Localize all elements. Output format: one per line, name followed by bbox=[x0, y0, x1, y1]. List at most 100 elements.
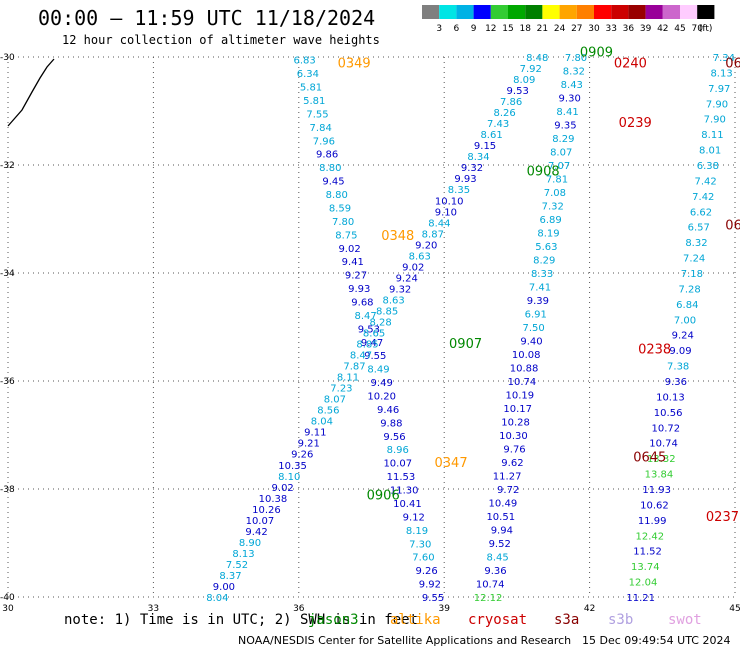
wave-height-value: 9.32 bbox=[389, 284, 411, 295]
wave-height-value: 8.32 bbox=[685, 238, 707, 249]
color-bin-label: 33 bbox=[605, 24, 616, 34]
pass-time-label: 0349 bbox=[338, 56, 371, 71]
wave-height-value: 9.55 bbox=[422, 593, 444, 604]
color-bin bbox=[439, 5, 457, 19]
wave-height-value: 9.47 bbox=[361, 338, 383, 349]
wave-height-value: 10.07 bbox=[383, 459, 412, 470]
pass-time-label: 0909 bbox=[580, 46, 613, 61]
wave-height-value: 7.30 bbox=[409, 539, 431, 550]
generation-timestamp: 15 Dec 09:49:54 UTC 2024 bbox=[582, 634, 731, 647]
lat-tick-label: -40 bbox=[0, 593, 15, 603]
wave-height-value: 9.24 bbox=[396, 273, 418, 284]
color-bin-label: 6 bbox=[454, 24, 460, 34]
pass-labels: 0349 0348 0347 0909 0908 0907 0906 0240 0239 0238… bbox=[338, 46, 740, 525]
color-bin bbox=[680, 5, 698, 19]
wave-height-value: 8.10 bbox=[278, 472, 300, 483]
wave-height-value: 10.56 bbox=[654, 408, 683, 419]
wave-height-value: 10.08 bbox=[512, 350, 541, 361]
wave-height-value: 7.80 bbox=[565, 53, 587, 64]
wave-height-value: 8.29 bbox=[552, 134, 574, 145]
wave-height-value: 8.56 bbox=[317, 406, 339, 417]
wave-height-value: 10.35 bbox=[278, 461, 307, 472]
wave-height-value: 8.47 bbox=[355, 311, 377, 322]
wave-height-value: 10.10 bbox=[435, 196, 464, 207]
wave-height-value: 9.53 bbox=[507, 86, 529, 97]
wave-height-value: 11.21 bbox=[626, 593, 655, 604]
wave-height-value: 7.90 bbox=[706, 99, 728, 110]
wave-height-value: 8.80 bbox=[326, 190, 348, 201]
wave-height-value: 7.34 bbox=[713, 53, 735, 64]
wave-height-value: 9.26 bbox=[416, 566, 438, 577]
pass-time-label: 0239 bbox=[619, 116, 652, 131]
wave-height-value: 8.44 bbox=[428, 218, 450, 229]
lon-tick-label: 39 bbox=[438, 604, 450, 612]
wave-height-value: 7.86 bbox=[500, 97, 522, 108]
wave-height-value: 10.13 bbox=[656, 392, 685, 403]
wave-height-value: 8.63 bbox=[383, 295, 405, 306]
wave-height-value: 7.96 bbox=[313, 136, 335, 147]
wave-height-value: 7.92 bbox=[520, 64, 542, 75]
wave-height-value: 11.27 bbox=[493, 472, 522, 483]
wave-height-value: 13.32 bbox=[647, 454, 676, 465]
wave-height-value: 10.62 bbox=[640, 500, 669, 511]
wave-height-value: 6.62 bbox=[690, 207, 712, 218]
wave-height-value: 8.33 bbox=[531, 269, 553, 280]
pass-time-label: 06 bbox=[725, 56, 740, 71]
wave-height-value: 8.90 bbox=[239, 538, 261, 549]
color-scale-bar: 3 6 9 12 15 18 21 24 27 30 33 36 39 42 45 70(ft) bbox=[422, 5, 715, 34]
wave-height-value: 7.50 bbox=[523, 323, 545, 334]
wave-height-value: 8.04 bbox=[206, 593, 228, 604]
lon-tick-label: 36 bbox=[293, 604, 305, 612]
wave-height-value: 9.10 bbox=[435, 207, 457, 218]
wave-height-value: 7.97 bbox=[708, 84, 730, 95]
wave-height-value: 10.74 bbox=[508, 377, 537, 388]
wave-height-value: 5.63 bbox=[535, 242, 557, 253]
color-bin-label: 39 bbox=[640, 24, 652, 34]
footnote: note: 1) Time is in UTC; 2) SWH is in fe… bbox=[64, 612, 419, 628]
wave-height-value: 8.13 bbox=[710, 68, 732, 79]
wave-height-value: 8.43 bbox=[561, 80, 583, 91]
color-bin bbox=[576, 5, 594, 19]
pass-time-label: 0348 bbox=[381, 229, 414, 244]
wave-height-value: 7.24 bbox=[683, 254, 705, 265]
wave-height-value: 9.09 bbox=[669, 346, 691, 357]
wave-height-value: 9.40 bbox=[520, 337, 542, 348]
lon-tick-label: 42 bbox=[584, 604, 595, 612]
wave-height-value: 8.49 bbox=[367, 365, 389, 376]
color-bin-label: 45 bbox=[674, 24, 685, 34]
wave-height-value: 9.68 bbox=[351, 297, 373, 308]
wave-height-value: 11.93 bbox=[642, 485, 671, 496]
wave-height-value: 8.07 bbox=[324, 395, 346, 406]
color-bin-label: 27 bbox=[571, 24, 582, 34]
wave-height-value: 7.41 bbox=[529, 283, 551, 294]
wave-height-value: 10.41 bbox=[393, 499, 422, 510]
wave-height-value: 9.53 bbox=[358, 324, 380, 335]
wave-height-value: 7.23 bbox=[330, 384, 352, 395]
color-bin bbox=[473, 5, 491, 19]
legend-altika: altika bbox=[390, 612, 441, 628]
wave-height-value: 9.42 bbox=[245, 527, 267, 538]
pass-time-label: 0645 bbox=[633, 451, 666, 466]
wave-height-value: 9.56 bbox=[383, 432, 405, 443]
wave-height-value: 9.72 bbox=[497, 485, 519, 496]
wave-height-value: 8.11 bbox=[701, 130, 723, 141]
wave-height-value: 10.51 bbox=[486, 512, 515, 523]
wave-height-value: 10.74 bbox=[649, 439, 678, 450]
pass-time-label: 0645 bbox=[725, 218, 740, 233]
pass-time-label: 0237 bbox=[706, 510, 739, 525]
legend-jason3: jason3 bbox=[308, 612, 359, 628]
wave-height-value: 9.26 bbox=[291, 450, 313, 461]
axis-tick-labels: 30 33 36 39 42 45 -30 -32 -34 -36 -38 -40 bbox=[0, 53, 740, 612]
wave-height-value: 8.09 bbox=[513, 75, 535, 86]
wave-height-value: 10.17 bbox=[503, 404, 532, 415]
lon-tick-label: 45 bbox=[729, 604, 740, 612]
color-bin-label: 12 bbox=[485, 24, 496, 34]
color-bin-label: 70 bbox=[691, 24, 703, 34]
wave-height-value: 10.26 bbox=[252, 505, 281, 516]
wave-height-value: 6.38 bbox=[697, 161, 719, 172]
pass-time-label: 0238 bbox=[638, 343, 671, 358]
color-bin bbox=[542, 5, 560, 19]
wave-height-value: 9.39 bbox=[527, 296, 549, 307]
wave-height-value: 8.19 bbox=[406, 526, 428, 537]
map-plot: 6.83 6.34 5.81 5.81 7.55 7.84 7.96 9.86 8.80 9.45… bbox=[0, 46, 740, 612]
